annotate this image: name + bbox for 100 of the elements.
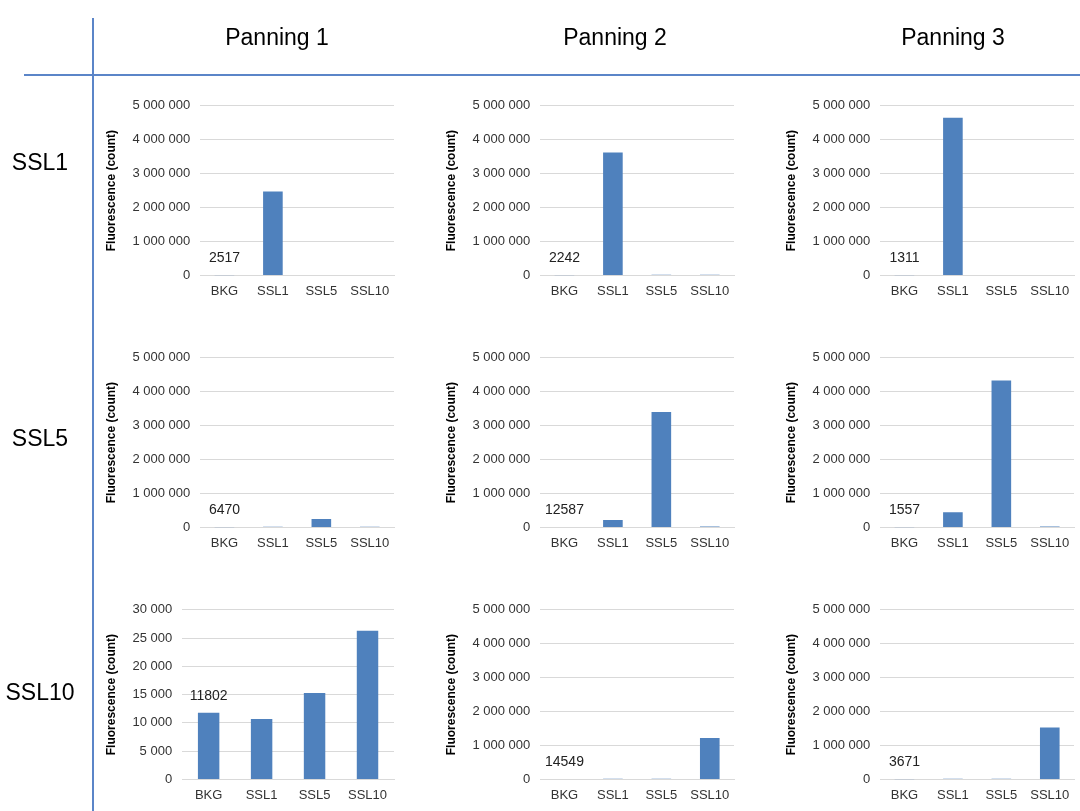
y-tick-label: 4 000 000 xyxy=(812,383,871,399)
y-tick-label: 0 xyxy=(523,770,531,786)
x-tick-label: SSL5 xyxy=(985,282,1018,298)
y-tick-label: 4 000 000 xyxy=(812,131,871,147)
y-tick-label: 5 000 xyxy=(139,742,173,758)
text: Panning 3 xyxy=(901,23,1005,51)
y-tick-label: 0 xyxy=(183,266,191,282)
y-tick-label: 0 xyxy=(863,266,871,282)
x-tick-label: BKG xyxy=(550,282,579,298)
y-tick-label: 10 000 xyxy=(132,714,173,730)
y-tick-label: 1 000 000 xyxy=(812,737,871,753)
y-tick-label: 4 000 000 xyxy=(132,131,191,147)
y-tick-label: 0 xyxy=(523,266,531,282)
y-axis-title: Fluorescence (count) xyxy=(443,381,458,504)
x-tick-label: SSL10 xyxy=(1030,786,1070,802)
y-axis-title: Fluorescence (count) xyxy=(443,129,458,252)
y-tick-label: 4 000 000 xyxy=(812,635,871,651)
data-label: 1311 xyxy=(889,249,920,266)
y-tick-label: 0 xyxy=(183,518,191,534)
y-tick-label: 5 000 000 xyxy=(132,349,191,365)
x-tick-label: SSL1 xyxy=(936,282,969,298)
y-tick-label: 30 000 xyxy=(132,601,173,617)
y-tick-label: 4 000 000 xyxy=(132,383,191,399)
x-tick-label: SSL10 xyxy=(350,282,390,298)
text: SSL1 xyxy=(11,148,69,176)
x-tick-label: SSL10 xyxy=(348,786,388,802)
data-label: 11802 xyxy=(189,686,228,703)
y-tick-label: 2 000 000 xyxy=(132,199,191,215)
x-tick-label: SSL10 xyxy=(1030,534,1070,550)
y-tick-label: 5 000 000 xyxy=(812,97,871,113)
y-tick-label: 3 000 000 xyxy=(472,669,531,685)
x-tick-label: SSL5 xyxy=(985,534,1018,550)
x-tick-label: SSL5 xyxy=(645,534,678,550)
y-tick-label: 0 xyxy=(164,770,173,786)
y-axis-title: Fluorescence (count) xyxy=(103,129,118,252)
x-tick-label: SSL5 xyxy=(298,786,331,802)
y-tick-label: 3 000 000 xyxy=(472,165,531,181)
y-tick-label: 3 000 000 xyxy=(812,417,871,433)
x-tick-label: BKG xyxy=(194,786,223,802)
y-tick-label: 3 000 000 xyxy=(812,669,871,685)
x-tick-label: SSL5 xyxy=(305,282,338,298)
y-tick-label: 1 000 000 xyxy=(132,233,191,249)
y-tick-label: 2 000 000 xyxy=(472,199,531,215)
bar xyxy=(250,718,273,779)
data-label: 2242 xyxy=(548,249,581,266)
y-tick-label: 5 000 000 xyxy=(472,97,531,113)
x-tick-label: BKG xyxy=(550,786,579,802)
data-label: 2517 xyxy=(208,249,241,266)
bar xyxy=(651,412,672,527)
x-tick-label: BKG xyxy=(890,534,919,550)
y-tick-label: 20 000 xyxy=(132,657,173,673)
x-tick-label: SSL1 xyxy=(256,282,289,298)
x-tick-label: SSL10 xyxy=(690,534,730,550)
x-tick-label: BKG xyxy=(210,534,239,550)
x-tick-label: SSL10 xyxy=(690,282,730,298)
y-tick-label: 2 000 000 xyxy=(812,451,871,467)
x-tick-label: SSL1 xyxy=(596,282,629,298)
y-tick-label: 2 000 000 xyxy=(812,703,871,719)
bar xyxy=(603,519,623,527)
bar xyxy=(356,630,379,779)
x-tick-label: SSL10 xyxy=(350,534,390,550)
x-tick-label: BKG xyxy=(890,282,919,298)
y-tick-label: 1 000 000 xyxy=(472,485,531,501)
x-tick-label: SSL1 xyxy=(596,786,629,802)
x-tick-label: SSL1 xyxy=(936,786,969,802)
y-axis-title: Fluorescence (count) xyxy=(783,633,798,756)
y-tick-label: 3 000 000 xyxy=(472,417,531,433)
y-tick-label: 25 000 xyxy=(132,629,173,645)
y-tick-label: 0 xyxy=(863,518,871,534)
y-axis-title: Fluorescence (count) xyxy=(783,129,798,252)
y-tick-label: 5 000 000 xyxy=(472,601,531,617)
y-tick-label: 1 000 000 xyxy=(472,737,531,753)
y-tick-label: 1 000 000 xyxy=(132,485,191,501)
bar xyxy=(303,692,326,779)
y-tick-label: 3 000 000 xyxy=(812,165,871,181)
y-tick-label: 1 000 000 xyxy=(812,485,871,501)
bar xyxy=(1039,727,1060,779)
data-label: 3671 xyxy=(888,753,921,770)
y-tick-label: 5 000 000 xyxy=(812,601,871,617)
x-tick-label: SSL1 xyxy=(596,534,629,550)
x-tick-label: SSL5 xyxy=(645,786,678,802)
x-tick-label: SSL5 xyxy=(305,534,338,550)
y-tick-label: 0 xyxy=(863,770,871,786)
x-tick-label: SSL5 xyxy=(985,786,1018,802)
x-tick-label: BKG xyxy=(890,786,919,802)
x-tick-label: SSL10 xyxy=(1030,282,1070,298)
y-tick-label: 3 000 000 xyxy=(132,165,191,181)
y-tick-label: 1 000 000 xyxy=(472,233,531,249)
y-axis-title: Fluorescence (count) xyxy=(103,633,118,756)
y-tick-label: 5 000 000 xyxy=(472,349,531,365)
bar xyxy=(603,152,623,275)
y-tick-label: 15 000 xyxy=(132,686,173,702)
y-tick-label: 5 000 000 xyxy=(812,349,871,365)
x-tick-label: SSL1 xyxy=(245,786,278,802)
data-label: 6470 xyxy=(208,501,241,518)
text: Panning 2 xyxy=(563,23,667,51)
y-tick-label: 2 000 000 xyxy=(812,199,871,215)
y-tick-label: 2 000 000 xyxy=(132,451,191,467)
y-tick-label: 2 000 000 xyxy=(472,703,531,719)
bar xyxy=(991,380,1012,527)
